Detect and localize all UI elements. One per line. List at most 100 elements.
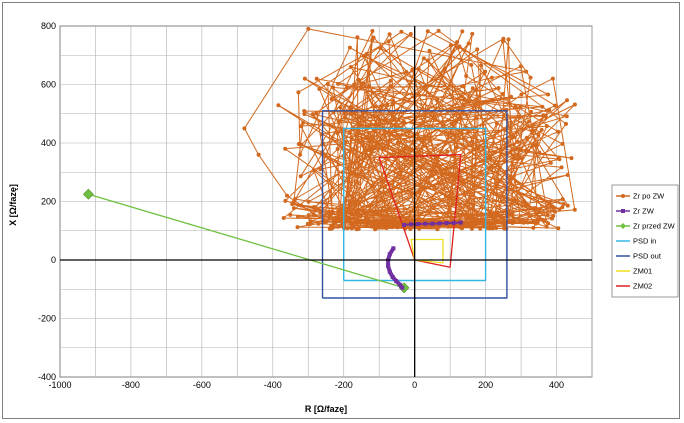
point-zr-po-zw	[435, 227, 440, 232]
point-zr-po-zw	[337, 218, 342, 223]
point-zr-po-zw	[500, 91, 505, 96]
point-zr-po-zw	[519, 219, 524, 224]
y-tick-label: 800	[41, 21, 56, 31]
point-zr-po-zw	[524, 69, 529, 74]
point-zr-po-zw	[336, 224, 341, 229]
point-zr-po-zw	[325, 82, 330, 86]
point-zr-po-zw	[518, 105, 523, 110]
point-zr-zw	[409, 222, 414, 227]
point-zr-po-zw	[455, 40, 460, 45]
point-zr-po-zw	[540, 104, 545, 109]
point-zr-po-zw	[546, 221, 550, 226]
point-zr-po-zw	[572, 102, 577, 107]
y-tick-label: 600	[41, 80, 56, 90]
point-zr-po-zw	[356, 219, 361, 224]
point-zr-po-zw	[296, 214, 300, 219]
point-zr-po-zw	[547, 200, 552, 205]
point-zr-po-zw	[306, 199, 311, 204]
point-zr-po-zw	[295, 225, 300, 230]
point-zr-po-zw	[378, 46, 383, 50]
point-zr-po-zw	[301, 120, 306, 125]
point-zr-po-zw	[460, 29, 465, 34]
tick-labels: -1000 -800 -600 -400 -200 0 200 400 -400 -200 0 200…	[38, 21, 564, 390]
point-zr-po-zw	[379, 104, 384, 109]
point-zr-po-zw	[443, 66, 448, 71]
point-zr-po-zw	[417, 226, 422, 231]
point-zr-po-zw	[302, 112, 307, 117]
point-zr-po-zw	[308, 219, 313, 224]
point-zr-po-zw	[314, 110, 319, 115]
point-zr-po-zw	[391, 218, 396, 223]
point-zr-po-zw	[478, 226, 483, 231]
point-zr-po-zw	[343, 139, 348, 144]
point-zr-po-zw	[333, 219, 338, 224]
point-zr-po-zw	[499, 214, 504, 219]
point-zr-po-zw	[299, 203, 304, 208]
legend-marker	[621, 209, 625, 213]
point-zr-po-zw	[546, 92, 550, 97]
point-zr-po-zw	[385, 102, 390, 107]
point-zr-po-zw	[544, 124, 549, 129]
series-layer	[82, 26, 577, 299]
point-zr-po-zw	[386, 39, 391, 44]
point-zr-po-zw	[525, 220, 530, 225]
point-zr-po-zw	[465, 222, 470, 226]
x-tick-label: -1000	[48, 380, 71, 390]
point-zr-po-zw	[514, 146, 519, 151]
point-zr-po-zw	[474, 87, 479, 92]
point-zr-po-zw	[477, 218, 482, 223]
x-tick-label: -400	[264, 380, 282, 390]
point-zr-po-zw	[510, 212, 515, 217]
x-axis-label: R [Ω/fazę]	[305, 404, 347, 414]
point-zr-po-zw	[342, 115, 347, 120]
point-zr-po-zw	[318, 167, 323, 172]
point-zr-po-zw	[367, 84, 372, 89]
point-zr-po-zw	[283, 146, 288, 151]
point-zr-po-zw	[542, 218, 547, 223]
point-zr-po-zw	[476, 146, 481, 151]
point-zr-po-zw	[347, 45, 352, 50]
x-tick-label: -800	[122, 380, 140, 390]
point-zr-po-zw	[374, 223, 379, 228]
point-zr-po-zw	[529, 109, 533, 114]
y-tick-label: -200	[38, 314, 56, 324]
point-zr-po-zw	[502, 128, 507, 132]
point-zr-po-zw	[470, 86, 475, 91]
point-zr-po-zw	[421, 136, 426, 141]
point-zr-po-zw	[365, 134, 370, 139]
point-zr-po-zw	[496, 86, 501, 90]
point-zr-po-zw	[356, 130, 361, 135]
point-zr-po-zw	[490, 226, 495, 231]
point-zr-po-zw	[335, 147, 340, 151]
point-zr-po-zw	[387, 32, 392, 37]
point-zr-po-zw	[281, 216, 286, 220]
point-zr-po-zw	[541, 113, 546, 118]
point-zr-zw	[402, 222, 406, 227]
point-zr-po-zw	[373, 145, 378, 150]
point-zr-po-zw	[373, 227, 377, 232]
legend-marker	[620, 223, 626, 229]
point-zr-po-zw	[388, 224, 393, 229]
point-zr-po-zw	[560, 205, 565, 210]
point-zr-po-zw	[548, 160, 553, 165]
point-zr-po-zw	[307, 222, 312, 227]
point-zr-po-zw	[317, 87, 322, 91]
point-zr-po-zw	[467, 129, 472, 134]
point-zr-po-zw	[318, 210, 323, 215]
point-zr-po-zw	[339, 224, 344, 229]
point-zr-po-zw	[492, 221, 497, 226]
point-zr-po-zw	[472, 223, 477, 228]
point-zr-po-zw	[534, 143, 539, 148]
point-zr-po-zw	[388, 137, 393, 142]
point-zr-po-zw	[553, 103, 557, 108]
point-zr-po-zw	[560, 197, 565, 202]
point-zr-po-zw	[355, 35, 360, 40]
legend-label: ZM01	[633, 267, 652, 276]
point-zr-po-zw	[314, 76, 319, 81]
point-zr-po-zw	[501, 36, 506, 41]
point-zr-po-zw	[276, 103, 281, 108]
point-zr-po-zw	[459, 94, 464, 99]
point-zr-po-zw	[468, 216, 473, 221]
point-zr-zw	[387, 252, 392, 257]
x-tick-label: 400	[549, 380, 564, 390]
